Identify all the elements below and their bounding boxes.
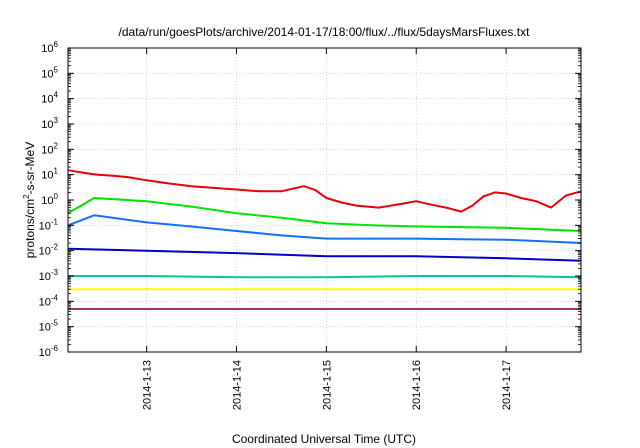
plot-frame <box>67 47 582 353</box>
y-tick-base: 10 <box>41 68 53 80</box>
series-line-3 <box>67 214 582 244</box>
y-tick-exponent: -2 <box>51 243 59 252</box>
series-line-4 <box>67 247 582 262</box>
y-tick-exponent: 0 <box>54 192 59 201</box>
y-tick-label: 106 <box>41 40 58 55</box>
y-axis-label-sup: 2 <box>22 194 31 199</box>
y-tick-label: 104 <box>41 91 58 106</box>
y-tick-base: 10 <box>39 322 51 334</box>
y-tick-base: 10 <box>41 43 53 55</box>
y-tick-label: 10-6 <box>39 344 59 359</box>
x-tick-label: 2014-1-15 <box>321 360 333 410</box>
x-tick-label: 2014-1-13 <box>142 360 154 410</box>
grid <box>68 48 581 352</box>
y-tick-label: 103 <box>41 116 58 131</box>
y-tick-exponent: -1 <box>51 217 59 226</box>
y-tick-base: 10 <box>41 195 53 207</box>
y-tick-base: 10 <box>39 347 51 359</box>
y-tick-exponent: -3 <box>51 268 59 277</box>
series-layer <box>67 169 582 310</box>
y-tick-base: 10 <box>39 271 51 283</box>
y-tick-exponent: 6 <box>54 40 59 49</box>
y-tick-exponent: -5 <box>51 319 59 328</box>
x-tick-label: 2014-1-17 <box>501 360 513 410</box>
series-line-5 <box>68 275 582 279</box>
y-tick-exponent: 4 <box>54 91 59 100</box>
y-tick-exponent: -6 <box>51 344 59 353</box>
y-axis-label-pre: protons/cm <box>23 199 37 258</box>
y-tick-base: 10 <box>41 170 53 182</box>
x-axis-label: Coordinated Universal Time (UTC) <box>232 432 416 446</box>
y-tick-exponent: 1 <box>54 167 59 176</box>
y-tick-base: 10 <box>39 296 51 308</box>
y-tick-label: 10-1 <box>39 217 59 232</box>
y-tick-label: 10-5 <box>39 319 59 334</box>
series-line-2 <box>67 197 582 232</box>
y-tick-label: 10-4 <box>39 293 59 308</box>
y-tick-exponent: 3 <box>54 116 59 125</box>
y-tick-base: 10 <box>39 246 51 258</box>
chart-title: /data/run/goesPlots/archive/2014-01-17/1… <box>119 25 531 39</box>
y-tick-base: 10 <box>41 119 53 131</box>
x-axis: 2014-1-13 2014-1-14 2014-1-15 2014-1-16 2014… <box>142 48 513 410</box>
y-axis: 10-610-510-410-310-210-11001011021031041… <box>39 40 581 359</box>
y-axis-label: protons/cm2-s-sr-MeV <box>22 142 37 258</box>
y-axis-label-post: -s-sr-MeV <box>23 142 37 195</box>
y-tick-label: 102 <box>41 141 58 156</box>
x-tick-label: 2014-1-14 <box>232 360 244 410</box>
series-line-1 <box>67 169 582 213</box>
y-tick-exponent: 2 <box>54 141 59 150</box>
y-tick-base: 10 <box>41 94 53 106</box>
y-tick-label: 10-3 <box>39 268 59 283</box>
y-tick-label: 105 <box>41 65 58 80</box>
y-tick-label: 10-2 <box>39 243 59 258</box>
y-tick-label: 101 <box>41 167 58 182</box>
y-tick-exponent: -4 <box>51 293 59 302</box>
y-tick-base: 10 <box>41 144 53 156</box>
y-tick-base: 10 <box>39 220 51 232</box>
y-tick-exponent: 5 <box>54 65 59 74</box>
y-tick-label: 100 <box>41 192 58 207</box>
x-tick-label: 2014-1-16 <box>411 360 423 410</box>
